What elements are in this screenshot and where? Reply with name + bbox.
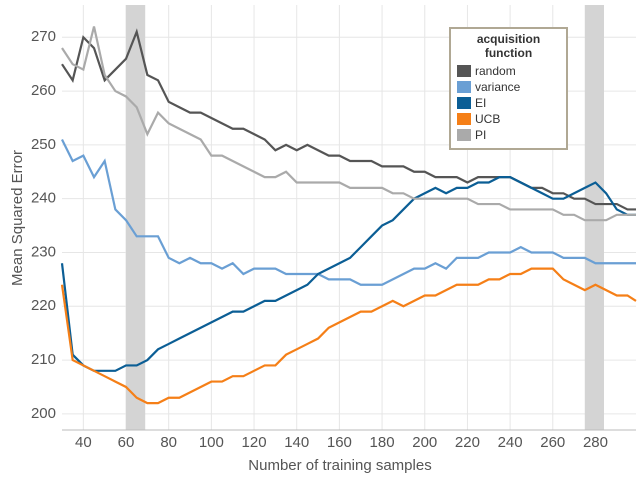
legend-label: random <box>475 64 516 78</box>
x-tick-label: 60 <box>118 434 135 451</box>
legend-label: variance <box>475 80 521 94</box>
x-tick-label: 180 <box>370 434 395 451</box>
highlight-band <box>584 5 604 430</box>
legend-item: UCB <box>457 111 560 127</box>
legend-label: UCB <box>475 112 501 126</box>
x-tick-label: 80 <box>160 434 177 451</box>
y-tick-label: 240 <box>31 190 56 207</box>
series-line <box>60 176 636 372</box>
legend-swatch <box>457 81 471 93</box>
legend: acquisition function random variance EI UCB… <box>449 27 568 150</box>
legend-item: PI <box>457 127 560 143</box>
y-tick-label: 210 <box>31 351 56 368</box>
x-tick-label: 140 <box>284 434 309 451</box>
y-tick-label: 260 <box>31 82 56 99</box>
y-axis-label: Mean Squared Error <box>9 150 26 286</box>
legend-label: PI <box>475 128 487 142</box>
x-tick-label: 240 <box>498 434 523 451</box>
y-tick-label: 250 <box>31 136 56 153</box>
y-tick-label: 230 <box>31 243 56 260</box>
legend-swatch <box>457 65 471 77</box>
x-tick-label: 100 <box>199 434 224 451</box>
legend-swatch <box>457 129 471 141</box>
x-tick-label: 160 <box>327 434 352 451</box>
x-tick-label: 120 <box>242 434 267 451</box>
series-line <box>61 139 636 286</box>
series-line <box>61 28 636 211</box>
x-tick-label: 40 <box>75 434 92 451</box>
legend-item: EI <box>457 95 560 111</box>
x-tick-label: 200 <box>412 434 437 451</box>
legend-item: random <box>457 63 560 79</box>
x-tick-label: 280 <box>583 434 608 451</box>
legend-swatch <box>457 113 471 125</box>
x-tick-label: 220 <box>455 434 480 451</box>
legend-label: EI <box>475 96 487 110</box>
x-tick-label: 260 <box>540 434 565 451</box>
y-tick-label: 220 <box>31 297 56 314</box>
highlight-band <box>126 5 146 430</box>
series-line <box>61 26 636 222</box>
y-tick-label: 270 <box>31 28 56 45</box>
series-line <box>60 267 637 405</box>
x-axis-label: Number of training samples <box>248 457 431 474</box>
y-tick-label: 200 <box>31 405 56 422</box>
legend-title: acquisition function <box>476 32 541 60</box>
legend-item: variance <box>457 79 560 95</box>
legend-swatch <box>457 97 471 109</box>
